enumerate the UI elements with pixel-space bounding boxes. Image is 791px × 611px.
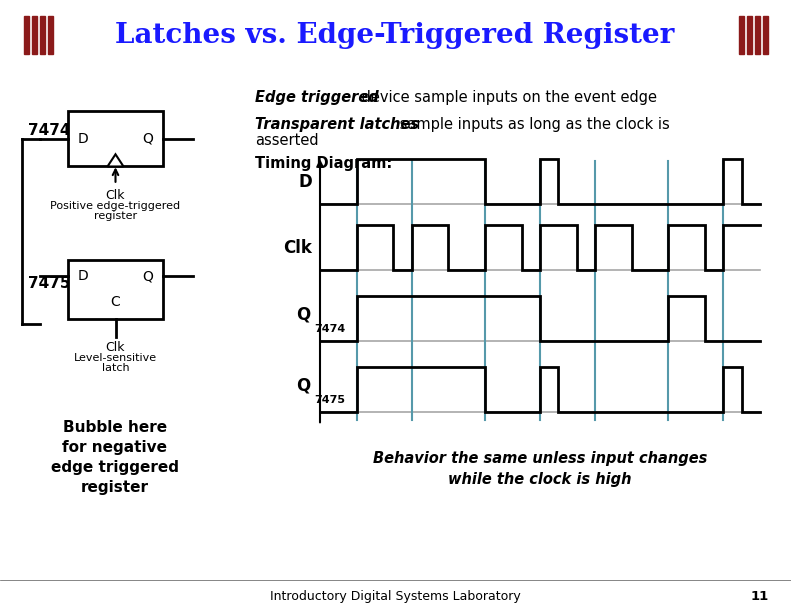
Text: Level-sensitive: Level-sensitive	[74, 353, 157, 363]
Bar	[32, 16, 36, 54]
Text: Bubble here
for negative
edge triggered
register: Bubble here for negative edge triggered …	[51, 420, 179, 494]
Text: Edge triggered: Edge triggered	[255, 90, 379, 105]
Text: Timing Diagram:: Timing Diagram:	[255, 156, 392, 171]
Text: C: C	[111, 295, 120, 309]
Text: Behavior the same unless input changes
while the clock is high: Behavior the same unless input changes w…	[373, 450, 707, 486]
Text: register: register	[94, 211, 137, 221]
Text: 7475: 7475	[28, 276, 70, 291]
Text: Transparent latches: Transparent latches	[255, 117, 419, 132]
Text: Clk: Clk	[283, 239, 312, 257]
Bar	[68, 260, 163, 319]
Text: D: D	[78, 269, 89, 284]
Text: 7474: 7474	[314, 324, 345, 334]
Bar	[40, 16, 44, 54]
Text: Introductory Digital Systems Laboratory: Introductory Digital Systems Laboratory	[270, 590, 520, 604]
Bar	[739, 16, 744, 54]
Text: sample inputs as long as the clock is: sample inputs as long as the clock is	[395, 117, 670, 132]
Text: 7474: 7474	[28, 123, 70, 139]
Bar	[755, 16, 759, 54]
Bar	[47, 16, 52, 54]
Text: Positive edge-triggered: Positive edge-triggered	[51, 201, 180, 211]
Bar	[68, 111, 163, 166]
Text: device sample inputs on the event edge: device sample inputs on the event edge	[357, 90, 657, 105]
Bar	[24, 16, 28, 54]
Bar	[747, 16, 751, 54]
Bar	[763, 16, 767, 54]
Text: Q: Q	[296, 306, 310, 324]
Text: asserted: asserted	[255, 133, 319, 148]
Text: Q: Q	[142, 269, 153, 284]
Text: D: D	[298, 173, 312, 191]
Text: D: D	[78, 131, 89, 145]
Text: Clk: Clk	[106, 341, 125, 354]
Polygon shape	[108, 155, 123, 166]
Text: Q: Q	[296, 376, 310, 395]
Text: 11: 11	[751, 590, 769, 604]
Text: Clk: Clk	[106, 189, 125, 202]
Text: latch: latch	[102, 364, 129, 373]
Text: 7475: 7475	[314, 395, 345, 405]
Text: Latches vs. Edge-Triggered Register: Latches vs. Edge-Triggered Register	[115, 21, 675, 49]
Text: Q: Q	[142, 131, 153, 145]
